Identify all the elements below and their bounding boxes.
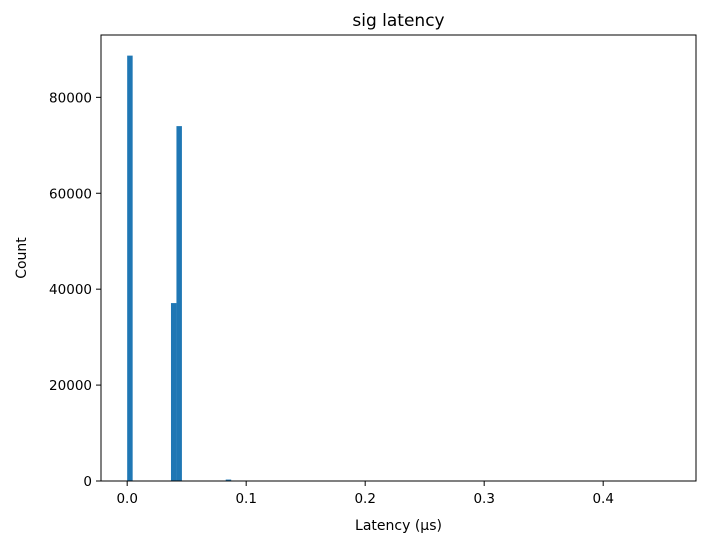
- plot-frame: [100, 34, 697, 482]
- bars-group: [127, 55, 232, 481]
- x-tick-label-2: 0.2: [354, 491, 375, 507]
- y-tick-label-4: 80000: [49, 90, 92, 106]
- histogram-bar-3: [225, 479, 232, 481]
- x-tick-label-1: 0.1: [235, 491, 256, 507]
- y-tick-label-2: 40000: [49, 282, 92, 298]
- x-tick-label-0: 0.0: [116, 491, 137, 507]
- x-tick-label-3: 0.3: [473, 491, 494, 507]
- y-tick-label-0: 0: [83, 474, 92, 490]
- y-axis-label: Count: [14, 237, 30, 279]
- y-tick-label-3: 60000: [49, 186, 92, 202]
- chart-title: sig latency: [352, 11, 444, 31]
- y-axis-ticks: 0 20000 40000 60000 80000: [49, 90, 101, 490]
- histogram-bar-2: [176, 126, 182, 481]
- x-axis-ticks: 0.0 0.1 0.2 0.3 0.4: [116, 481, 614, 507]
- histogram-bar-0: [127, 55, 133, 481]
- x-axis-label: Latency (µs): [355, 518, 442, 534]
- y-tick-label-1: 20000: [49, 378, 92, 394]
- x-tick-label-4: 0.4: [592, 491, 613, 507]
- histogram-bar-1: [170, 303, 177, 481]
